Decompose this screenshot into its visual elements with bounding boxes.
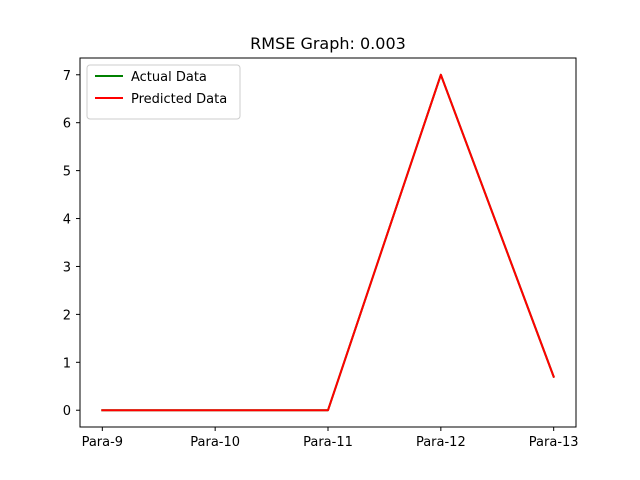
legend-label: Predicted Data (131, 92, 227, 107)
chart-title: RMSE Graph: 0.003 (250, 34, 406, 53)
y-tick-label: 3 (63, 260, 71, 275)
y-tick-label: 5 (63, 165, 71, 180)
y-tick-label: 1 (63, 356, 71, 371)
series-layer (101, 73, 555, 412)
y-tick-label: 2 (63, 308, 71, 323)
plot-frame (79, 57, 577, 428)
series-line-predicted (101, 73, 555, 412)
y-tick-label: 7 (63, 69, 71, 84)
x-tick-label: Para-9 (82, 435, 124, 450)
y-axis: 0 1 2 3 4 5 6 7 (63, 69, 80, 419)
y-tick-label: 0 (63, 404, 71, 419)
x-axis: Para-9 Para-10 Para-11 Para-12 Para-13 (82, 427, 579, 450)
x-tick-label: Para-13 (529, 435, 579, 450)
legend-label: Actual Data (131, 70, 207, 85)
legend: Actual Data Predicted Data (86, 64, 241, 120)
x-tick-label: Para-12 (416, 435, 466, 450)
legend-box (86, 64, 241, 120)
x-tick-label: Para-10 (190, 435, 240, 450)
y-tick-label: 6 (63, 117, 71, 132)
y-tick-label: 4 (63, 213, 71, 228)
x-tick-label: Para-11 (303, 435, 353, 450)
